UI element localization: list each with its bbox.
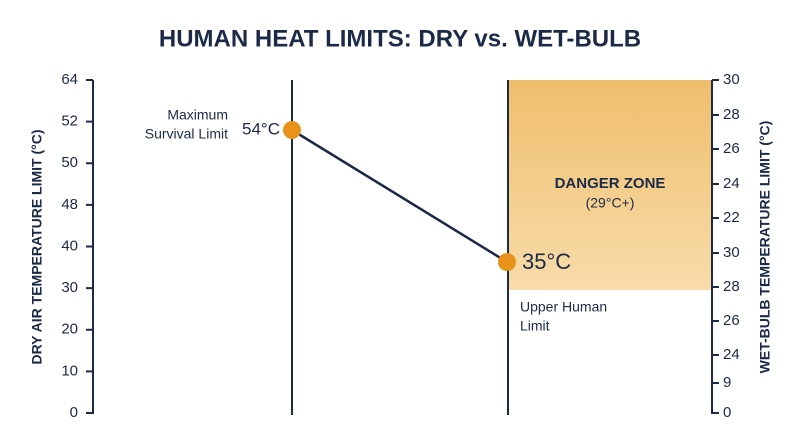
tick-label: 28 bbox=[723, 106, 740, 123]
tick-label: 26 bbox=[723, 312, 740, 329]
tick-label: 50 bbox=[61, 154, 78, 171]
zone-subtitle: (29°C+) bbox=[586, 195, 635, 211]
tick-label: 22 bbox=[723, 209, 740, 226]
tick-label: 24 bbox=[723, 346, 740, 363]
tick-label: 64 bbox=[61, 71, 78, 88]
point-label: 35°C bbox=[522, 249, 571, 274]
tick-label: 0 bbox=[70, 404, 78, 421]
title: HUMAN HEAT LIMITS: DRY vs. WET-BULB bbox=[159, 25, 641, 52]
tick-label: 24 bbox=[723, 175, 740, 192]
point bbox=[283, 121, 301, 139]
tick-label: 48 bbox=[61, 196, 78, 213]
tick-label: 0 bbox=[723, 404, 731, 421]
tick-label: 30 bbox=[723, 71, 740, 88]
left-axis-label: DRY AIR TEMPERATURE LIMIT (°C) bbox=[29, 129, 45, 364]
point bbox=[498, 253, 516, 271]
point-label: 54°C bbox=[242, 119, 280, 138]
danger-zone bbox=[508, 80, 712, 290]
point-caption: Maximum bbox=[167, 107, 228, 123]
point-caption: Limit bbox=[520, 318, 550, 334]
point-caption: Upper Human bbox=[520, 299, 607, 315]
tick-label: 28 bbox=[723, 278, 740, 295]
zone-title: DANGER ZONE bbox=[555, 175, 666, 192]
tick-label: 10 bbox=[61, 362, 78, 379]
connector bbox=[291, 128, 508, 264]
tick-label: 9 bbox=[723, 374, 731, 391]
tick-label: 20 bbox=[61, 321, 78, 338]
point-caption: Survival Limit bbox=[145, 126, 228, 142]
tick-label: 30 bbox=[61, 279, 78, 296]
tick-label: 40 bbox=[61, 237, 78, 254]
tick-label: 30 bbox=[723, 244, 740, 261]
tick-label: 26 bbox=[723, 140, 740, 157]
tick-label: 52 bbox=[61, 113, 78, 130]
right-axis-label: WET-BULB TEMPERATURE LIMIT (°C) bbox=[757, 121, 773, 374]
